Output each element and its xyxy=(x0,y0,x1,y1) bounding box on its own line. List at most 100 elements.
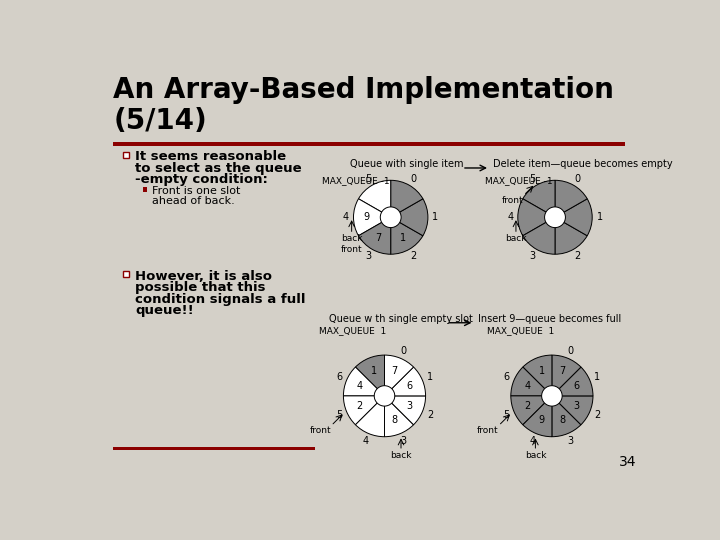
Wedge shape xyxy=(384,367,426,396)
Text: queue!!: queue!! xyxy=(135,304,194,318)
Text: 1: 1 xyxy=(400,233,406,243)
Wedge shape xyxy=(384,396,426,425)
Wedge shape xyxy=(343,396,384,425)
Text: Queue with single item: Queue with single item xyxy=(351,159,464,168)
Wedge shape xyxy=(356,396,384,437)
Wedge shape xyxy=(359,180,391,217)
Text: back: back xyxy=(525,451,546,460)
Text: 4: 4 xyxy=(363,436,369,446)
Text: 6: 6 xyxy=(503,372,510,382)
Text: MAX_QUEUE  1: MAX_QUEUE 1 xyxy=(487,326,554,335)
Text: -empty condition:: -empty condition: xyxy=(135,173,268,186)
Text: 2: 2 xyxy=(574,251,580,261)
Text: 7: 7 xyxy=(559,367,565,376)
Wedge shape xyxy=(523,396,552,437)
Bar xyxy=(113,448,315,450)
Text: 0: 0 xyxy=(410,174,416,184)
Text: MAX_QUEUE  1: MAX_QUEUE 1 xyxy=(320,326,387,335)
Text: 0: 0 xyxy=(567,346,574,356)
Text: 4: 4 xyxy=(530,436,536,446)
Text: 3: 3 xyxy=(400,436,406,446)
Text: 6: 6 xyxy=(574,381,580,391)
Text: 3: 3 xyxy=(574,401,580,411)
Text: Insert 9—queue becomes full: Insert 9—queue becomes full xyxy=(477,314,621,323)
Text: 4: 4 xyxy=(508,212,513,222)
Text: 0: 0 xyxy=(575,174,580,184)
Text: 4: 4 xyxy=(343,212,349,222)
Text: condition signals a full: condition signals a full xyxy=(135,293,305,306)
Text: front: front xyxy=(477,426,498,435)
Wedge shape xyxy=(552,396,581,437)
Text: 34: 34 xyxy=(619,455,636,469)
Wedge shape xyxy=(391,180,423,217)
Text: 8: 8 xyxy=(392,415,397,426)
Wedge shape xyxy=(510,367,552,396)
Wedge shape xyxy=(552,355,581,396)
Text: 4: 4 xyxy=(524,381,531,391)
Text: 3: 3 xyxy=(406,401,413,411)
Text: back: back xyxy=(505,234,527,243)
Text: Queue w th single empty slot: Queue w th single empty slot xyxy=(329,314,472,323)
Circle shape xyxy=(544,207,565,227)
Text: front: front xyxy=(310,426,331,435)
Text: 1: 1 xyxy=(597,212,603,222)
Text: An Array-Based Implementation: An Array-Based Implementation xyxy=(113,76,614,104)
Text: 6: 6 xyxy=(336,372,342,382)
Text: 5: 5 xyxy=(529,174,536,184)
Wedge shape xyxy=(359,217,391,254)
Text: 5: 5 xyxy=(336,410,342,420)
Wedge shape xyxy=(523,355,552,396)
Bar xyxy=(122,152,129,158)
Text: It seems reasonable: It seems reasonable xyxy=(135,150,286,163)
Wedge shape xyxy=(391,217,423,254)
Wedge shape xyxy=(552,396,593,425)
Text: 1: 1 xyxy=(427,372,433,382)
Text: back
front: back front xyxy=(341,234,362,254)
Text: 0: 0 xyxy=(400,346,406,356)
Text: 5: 5 xyxy=(365,174,372,184)
Wedge shape xyxy=(510,396,552,425)
Circle shape xyxy=(374,386,395,406)
Text: 8: 8 xyxy=(559,415,565,426)
Bar xyxy=(143,187,148,192)
Text: 2: 2 xyxy=(524,401,531,411)
Text: Delete item—queue becomes empty: Delete item—queue becomes empty xyxy=(493,159,672,168)
Text: 9: 9 xyxy=(539,415,545,426)
Text: 6: 6 xyxy=(406,381,413,391)
Text: ahead of back.: ahead of back. xyxy=(152,195,235,206)
Text: 4: 4 xyxy=(357,381,363,391)
Text: (5/14): (5/14) xyxy=(113,107,207,135)
Wedge shape xyxy=(555,180,588,217)
Wedge shape xyxy=(555,217,588,254)
Wedge shape xyxy=(391,199,428,236)
Wedge shape xyxy=(356,355,384,396)
Text: back: back xyxy=(390,451,412,460)
Text: However, it is also: However, it is also xyxy=(135,269,272,282)
Wedge shape xyxy=(523,217,555,254)
Text: 7: 7 xyxy=(376,233,382,243)
Circle shape xyxy=(541,386,562,406)
Text: 2: 2 xyxy=(410,251,416,261)
Wedge shape xyxy=(518,199,555,236)
Text: 1: 1 xyxy=(595,372,600,382)
Bar xyxy=(113,142,625,146)
Wedge shape xyxy=(523,180,555,217)
Text: 1: 1 xyxy=(372,367,377,376)
Wedge shape xyxy=(354,199,391,236)
Text: 1: 1 xyxy=(539,367,545,376)
Text: 9: 9 xyxy=(364,212,369,222)
Wedge shape xyxy=(552,367,593,396)
Text: Front is one slot: Front is one slot xyxy=(152,186,240,195)
Text: 5: 5 xyxy=(503,410,510,420)
Wedge shape xyxy=(384,396,413,437)
Text: front: front xyxy=(502,195,523,205)
Bar xyxy=(122,271,129,278)
Text: 3: 3 xyxy=(530,251,536,261)
Text: 7: 7 xyxy=(392,367,398,376)
Text: 2: 2 xyxy=(356,401,363,411)
Text: 2: 2 xyxy=(427,410,433,420)
Wedge shape xyxy=(555,199,593,236)
Text: 3: 3 xyxy=(567,436,574,446)
Text: 1: 1 xyxy=(432,212,438,222)
Text: MAX_QUEUE -1: MAX_QUEUE -1 xyxy=(485,176,553,185)
